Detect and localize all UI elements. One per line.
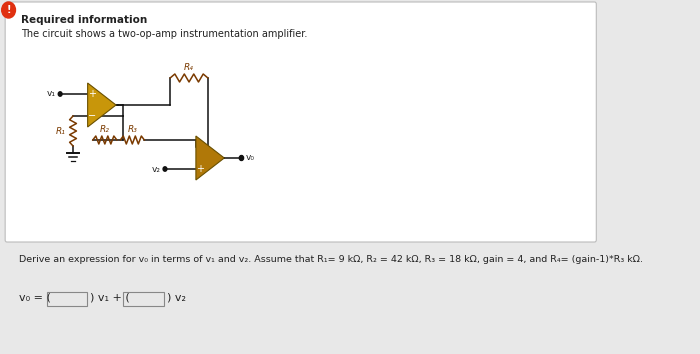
Text: Derive an expression for v₀ in terms of v₁ and v₂. Assume that R₁= 9 kΩ, R₂ = 42: Derive an expression for v₀ in terms of …	[19, 255, 643, 264]
Polygon shape	[88, 83, 116, 127]
Text: ) v₁ + (: ) v₁ + (	[90, 293, 130, 303]
Polygon shape	[196, 136, 224, 180]
Text: v₀: v₀	[246, 154, 255, 162]
Text: v₀ = (: v₀ = (	[19, 293, 51, 303]
Text: !: !	[6, 5, 10, 15]
Circle shape	[58, 92, 62, 96]
Text: R₁: R₁	[56, 126, 66, 136]
FancyBboxPatch shape	[5, 2, 596, 242]
Text: +: +	[88, 89, 96, 99]
Text: v₂: v₂	[152, 165, 161, 173]
Text: +: +	[196, 164, 204, 174]
Circle shape	[239, 155, 244, 160]
FancyBboxPatch shape	[47, 291, 88, 306]
Circle shape	[163, 167, 167, 171]
Text: Required information: Required information	[22, 15, 148, 25]
Text: ) v₂: ) v₂	[167, 293, 186, 303]
Text: R₃: R₃	[127, 125, 137, 133]
Circle shape	[1, 2, 15, 18]
Text: R₂: R₂	[100, 125, 110, 133]
Text: The circuit shows a two-op-amp instrumentation amplifier.: The circuit shows a two-op-amp instrumen…	[22, 29, 308, 39]
FancyBboxPatch shape	[123, 291, 164, 306]
Text: v₁: v₁	[47, 90, 56, 98]
Text: −: −	[88, 111, 96, 121]
Text: R₄: R₄	[184, 63, 194, 72]
